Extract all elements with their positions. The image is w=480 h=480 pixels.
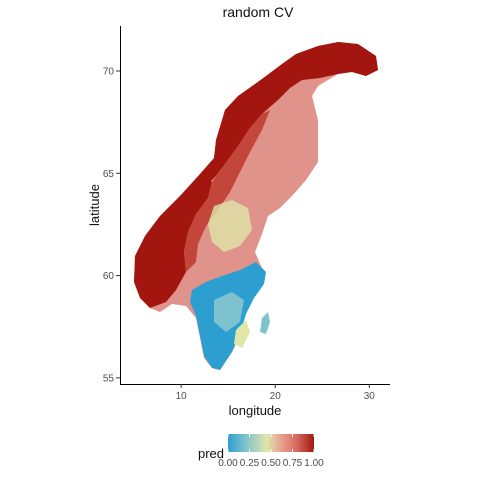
y-tick-label: 55 [103,373,115,384]
legend-tick-label: 0.00 [218,458,238,469]
y-axis-label: latitude [87,184,102,226]
legend-tick-label: 0.75 [283,458,303,469]
legend-tick-label: 0.50 [261,458,281,469]
legend: pred 0.00 0.25 0.50 0.75 1.00 [198,434,324,469]
y-tick-label: 65 [103,169,115,180]
gotland-island [260,312,270,334]
x-tick-label: 10 [176,391,188,402]
y-tick-label: 60 [103,271,115,282]
x-tick-label: 30 [364,391,376,402]
x-axis-label: longitude [229,403,282,418]
y-ticks: 55 60 65 70 [103,67,120,385]
y-tick-label: 70 [103,67,115,78]
x-tick-label: 20 [270,391,282,402]
legend-tick-label: 1.00 [304,458,324,469]
chart-title: random CV [223,4,294,20]
legend-tick-label: 0.25 [240,458,260,469]
map-area [134,42,378,370]
x-ticks: 10 20 30 [176,384,376,402]
